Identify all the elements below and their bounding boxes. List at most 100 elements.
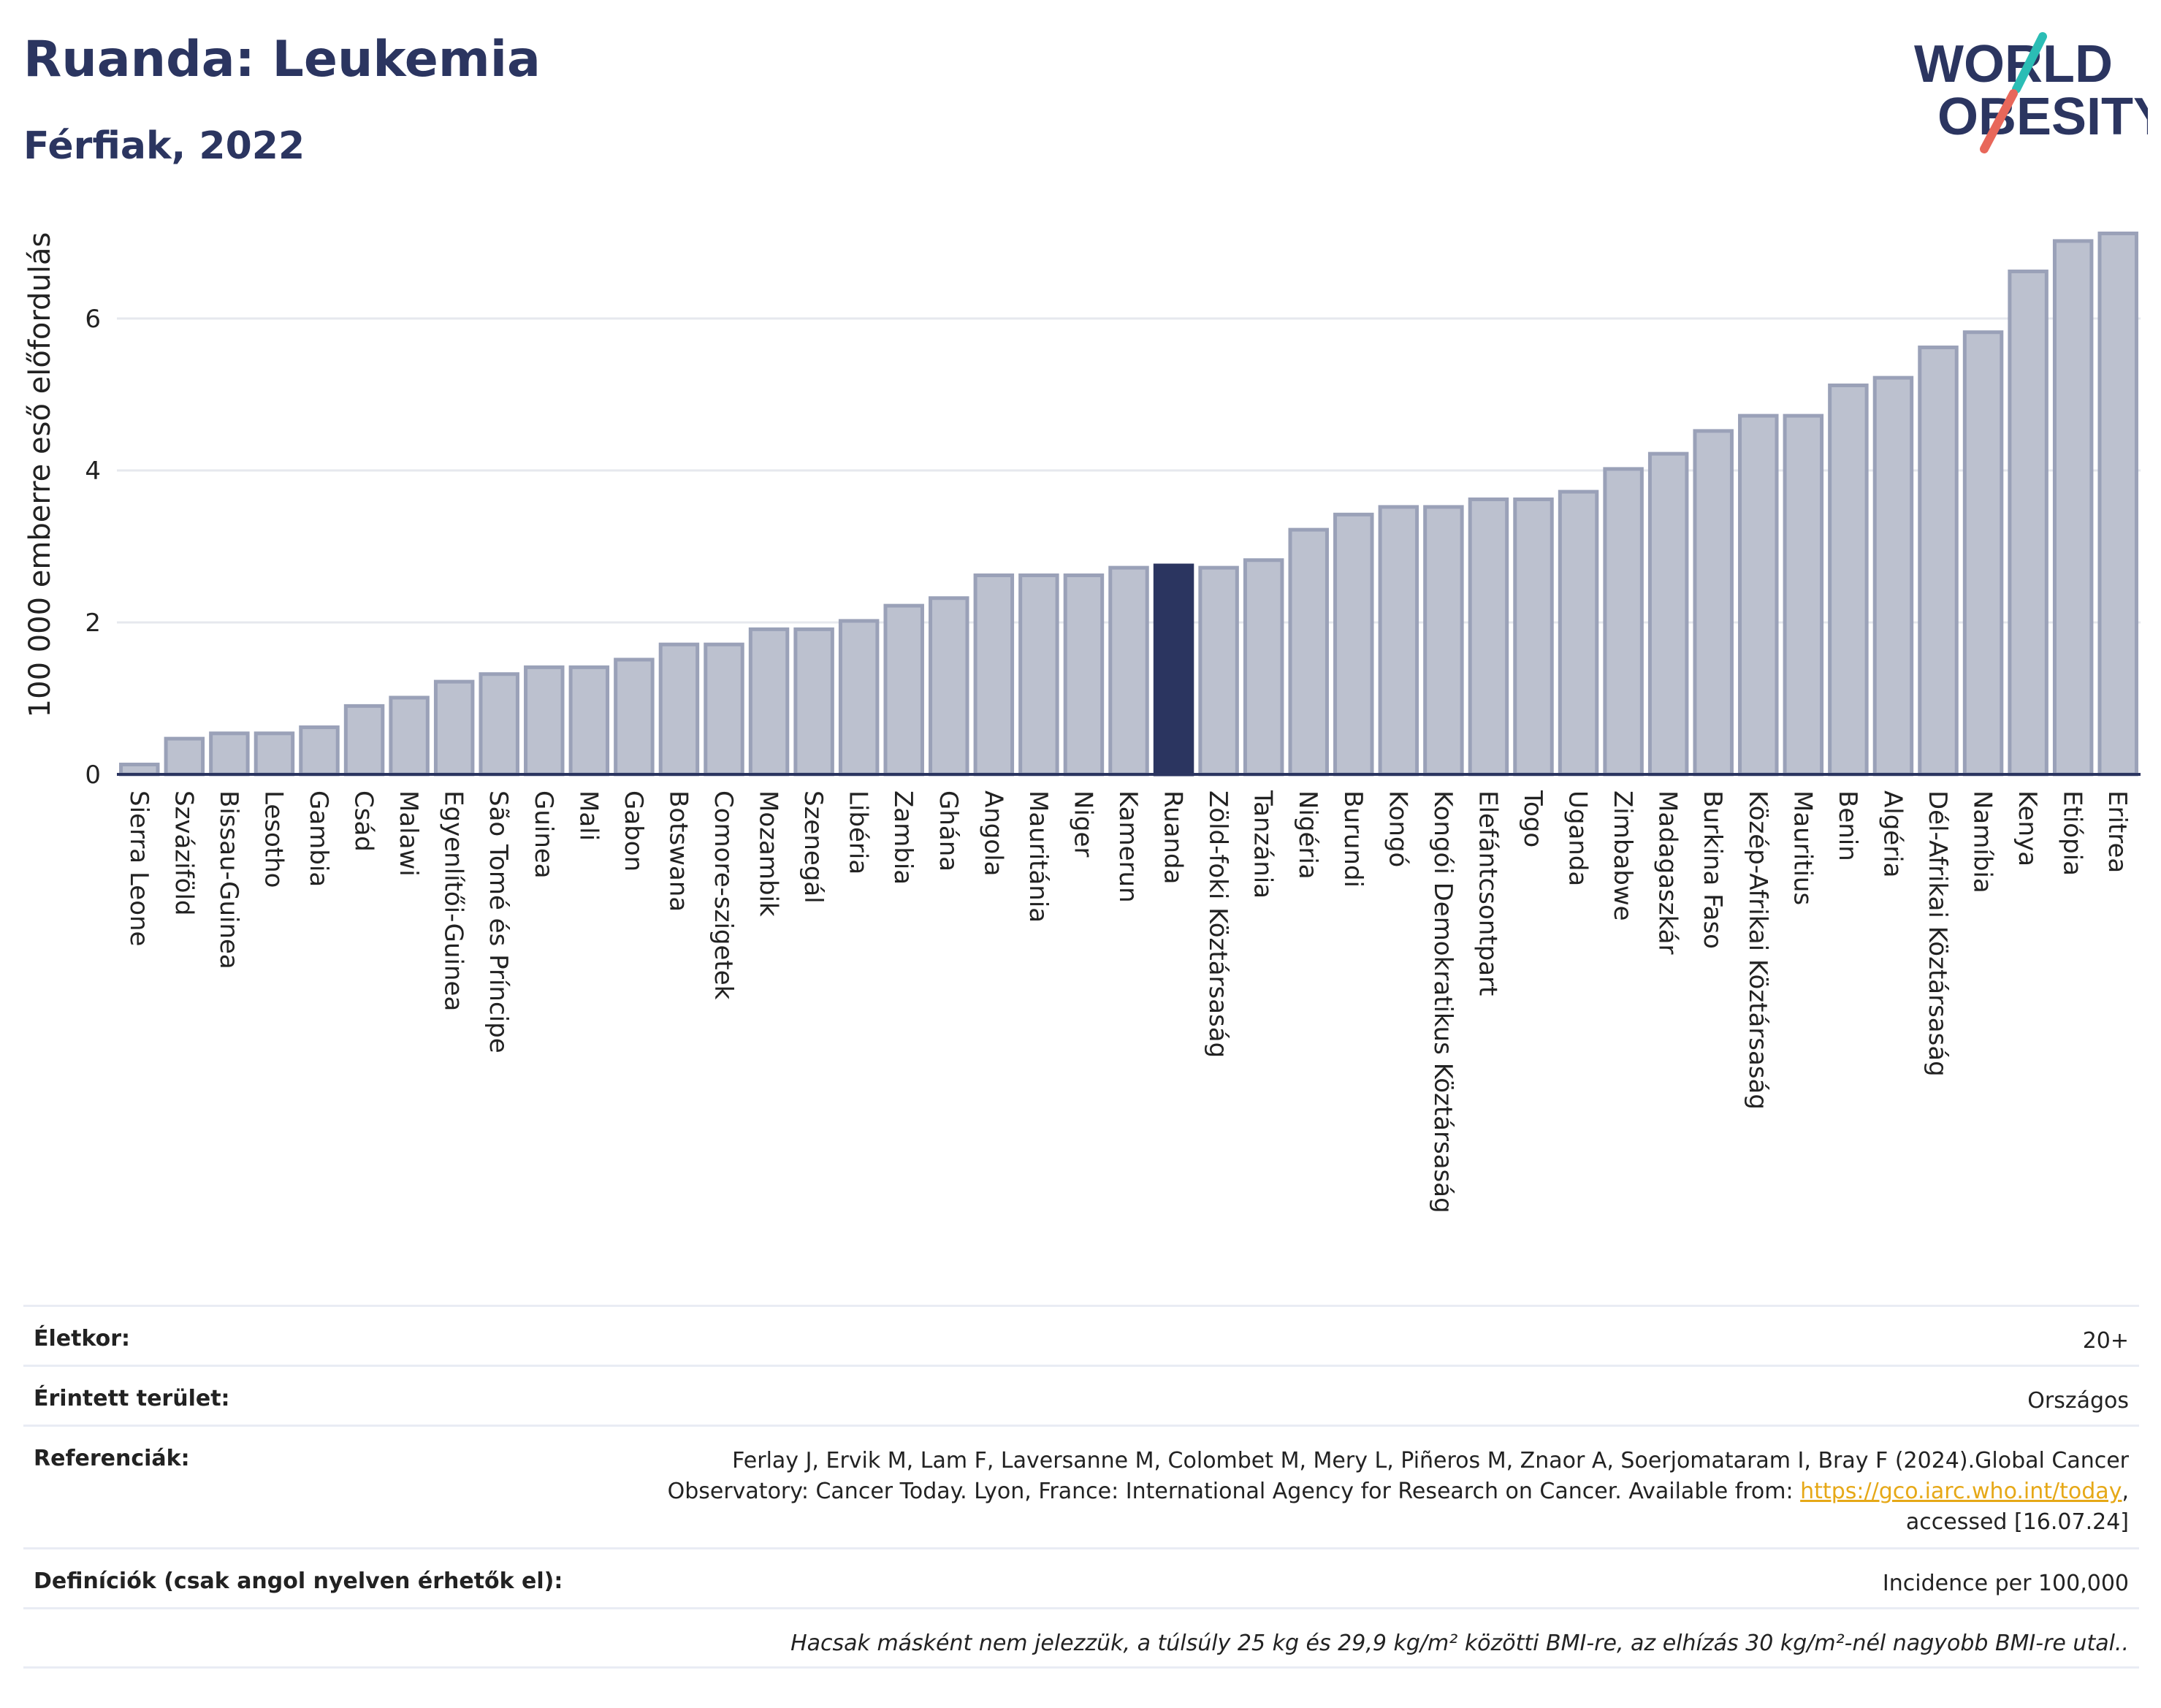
x-tick-label: Mali: [573, 790, 603, 841]
info-table: Életkor: 20+ Érintett terület: Országos …: [23, 1305, 2139, 1669]
x-tick-label: Angola: [978, 790, 1007, 876]
bar: [479, 672, 519, 777]
bar: [433, 679, 475, 777]
x-tick-label: Kamerun: [1113, 790, 1143, 903]
bar: [1468, 497, 1509, 777]
bar: [1647, 451, 1689, 777]
x-tick-label: Burundi: [1338, 790, 1368, 888]
chart-title: Ruanda: Leukemia: [23, 31, 541, 88]
info-row-references: Referenciák: Ferlay J, Ervik M, Lam F, L…: [23, 1425, 2139, 1547]
bar: [973, 573, 1015, 777]
x-tick-label: Kongói Demokratikus Köztársaság: [1428, 790, 1457, 1213]
bar: [838, 619, 880, 777]
bar: [164, 736, 205, 777]
bar: [1378, 505, 1419, 777]
y-tick-label: 0: [85, 760, 101, 790]
x-tick-label: Togo: [1518, 790, 1547, 847]
x-tick-label: Comore-szigetek: [709, 790, 738, 1000]
bar: [2052, 239, 2094, 777]
x-tick-label: Dél-Afrikai Köztársaság: [1923, 790, 1952, 1077]
age-value: 20+: [2082, 1328, 2129, 1354]
x-tick-label: Burkina Faso: [1698, 790, 1727, 949]
definitions-label: Definíciók (csak angol nyelven érhetők e…: [34, 1568, 563, 1594]
x-tick-label: Mauritius: [1788, 790, 1817, 905]
x-tick-label: Gabon: [619, 790, 648, 872]
references-label: Referenciák:: [34, 1446, 190, 1471]
references-value: Ferlay J, Ervik M, Lam F, Laversanne M, …: [668, 1446, 2129, 1538]
x-tick-label: Elefántcsontpart: [1473, 790, 1502, 996]
info-row-definitions: Definíciók (csak angol nyelven érhetők e…: [23, 1547, 2139, 1607]
x-tick-label: Mauritánia: [1024, 790, 1053, 923]
x-tick-label: Csád: [349, 790, 378, 852]
bar: [254, 731, 295, 777]
bar: [1108, 565, 1149, 777]
bar: [389, 695, 430, 777]
bar: [658, 642, 700, 777]
bar: [1738, 413, 1779, 777]
bar: [1333, 512, 1374, 777]
x-tick-label: Algéria: [1878, 790, 1907, 877]
y-axis-title: 100 000 emberre eső előfordulás: [23, 232, 57, 718]
x-tick-label: Gambia: [304, 790, 333, 887]
x-tick-label: Mozambik: [754, 790, 783, 917]
bar: [1198, 565, 1239, 777]
x-tick-label: Tanzánia: [1249, 790, 1278, 899]
x-tick-label: Bissau-Guinea: [214, 790, 243, 969]
x-tick-label: Közép-Afrikai Köztársaság: [1743, 790, 1772, 1110]
info-row-area: Érintett terület: Országos: [23, 1365, 2139, 1425]
y-tick-label: 6: [85, 305, 101, 334]
x-tick-label: Zimbabwe: [1608, 790, 1637, 921]
bar: [748, 627, 790, 777]
bar: [1783, 413, 1824, 777]
bar: [614, 657, 655, 777]
x-tick-label: Zambia: [888, 790, 918, 885]
info-row-note: Hacsak másként nem jelezzük, a túlsúly 2…: [23, 1607, 2139, 1669]
bar: [1063, 573, 1105, 777]
bar: [299, 725, 340, 777]
area-value: Országos: [2027, 1388, 2129, 1414]
bar: [119, 762, 160, 777]
bar: [1603, 467, 1644, 777]
bmi-note: Hacsak másként nem jelezzük, a túlsúly 2…: [790, 1631, 2129, 1656]
x-tick-label: Szváziföld: [169, 790, 198, 915]
info-row-age: Életkor: 20+: [23, 1305, 2139, 1365]
reference-text-4: accessed [16.07.24]: [1905, 1509, 2129, 1535]
bar: [704, 642, 744, 777]
y-tick-label: 4: [85, 457, 101, 486]
x-tick-label: Sierra Leone: [124, 790, 153, 946]
bar: [1962, 330, 2004, 777]
x-tick-label: São Tomé és Príncipe: [484, 790, 513, 1053]
x-tick-label: Libéria: [844, 790, 873, 874]
x-tick-label: Lesotho: [259, 790, 288, 888]
bar: [1872, 375, 1914, 777]
y-tick-label: 2: [85, 609, 101, 638]
x-tick-label: Ghána: [934, 790, 963, 872]
chart-subtitle: Férfiak, 2022: [23, 124, 305, 168]
reference-link[interactable]: https://gco.iarc.who.int/today: [1800, 1479, 2122, 1504]
logo-text-world: WORLD: [1914, 35, 2113, 94]
bar: [209, 731, 250, 777]
x-tick-label: Ruanda: [1159, 790, 1188, 884]
bar: [1018, 573, 1059, 777]
x-tick-label: Botswana: [663, 790, 693, 912]
definitions-value: Incidence per 100,000: [1882, 1571, 2129, 1596]
world-obesity-logo: WORLD OBESITY: [1914, 32, 2148, 153]
bar: [1288, 527, 1329, 777]
bar: [883, 603, 924, 777]
x-tick-label: Kenya: [2013, 790, 2042, 866]
reference-text-1: Ferlay J, Ervik M, Lam F, Laversanne M, …: [732, 1448, 2129, 1473]
x-tick-label: Szenegál: [799, 790, 828, 904]
x-tick-label: Madagaszkár: [1653, 790, 1682, 954]
logo-slash-top: [2012, 32, 2047, 94]
x-tick-label: Zöld-foki Köztársaság: [1203, 790, 1232, 1058]
reference-text-3: ,: [2122, 1479, 2129, 1504]
x-tick-label: Kongó: [1383, 790, 1412, 867]
x-tick-label: Guinea: [529, 790, 558, 879]
logo-text-obesity: OBESITY: [1937, 88, 2148, 146]
x-tick-label: Benin: [1833, 790, 1862, 861]
bar: [1693, 429, 1734, 777]
x-tick-label: Malawi: [394, 790, 423, 877]
x-tick-label: Namíbia: [1968, 790, 1997, 893]
bar: [929, 596, 969, 777]
bar: [1423, 505, 1464, 777]
